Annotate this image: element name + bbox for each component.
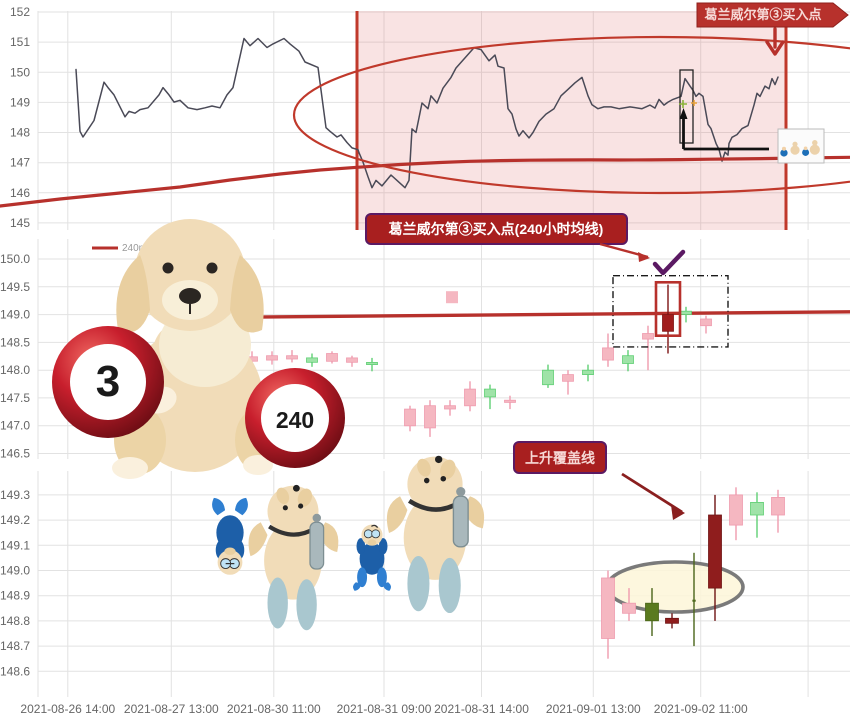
svg-text:2021-08-31 14:00: 2021-08-31 14:00 [434, 702, 529, 716]
svg-text:150.0: 150.0 [0, 252, 30, 266]
svg-text:148: 148 [10, 126, 30, 140]
svg-text:147.0: 147.0 [0, 419, 30, 433]
svg-text:151: 151 [10, 35, 30, 49]
svg-text:3: 3 [96, 357, 120, 406]
svg-text:148.9: 148.9 [0, 589, 30, 603]
svg-text:146.5: 146.5 [0, 447, 30, 461]
svg-text:2021-09-01 13:00: 2021-09-01 13:00 [546, 702, 641, 716]
svg-text:2021-08-31 09:00: 2021-08-31 09:00 [337, 702, 432, 716]
svg-text:葛兰威尔第③买入点: 葛兰威尔第③买入点 [703, 7, 821, 22]
svg-text:149.0: 149.0 [0, 564, 30, 578]
svg-text:148.0: 148.0 [0, 363, 30, 377]
svg-text:240: 240 [276, 407, 314, 433]
svg-text:152: 152 [10, 5, 30, 19]
svg-text:148.5: 148.5 [0, 335, 30, 349]
svg-text:147: 147 [10, 156, 30, 170]
svg-text:149.1: 149.1 [0, 538, 30, 552]
svg-text:149.2: 149.2 [0, 513, 30, 527]
svg-text:149: 149 [10, 95, 30, 109]
svg-text:葛兰威尔第③买入点(240小时均线): 葛兰威尔第③买入点(240小时均线) [388, 221, 604, 237]
svg-text:148.6: 148.6 [0, 664, 30, 678]
svg-text:147.5: 147.5 [0, 391, 30, 405]
svg-text:2021-08-27 13:00: 2021-08-27 13:00 [124, 702, 219, 716]
svg-text:150: 150 [10, 65, 30, 79]
svg-text:2021-09-02 11:00: 2021-09-02 11:00 [654, 702, 748, 716]
svg-text:148.8: 148.8 [0, 614, 30, 628]
svg-text:上升覆盖线: 上升覆盖线 [525, 450, 595, 466]
svg-text:145: 145 [10, 216, 30, 230]
svg-text:2021-08-30 11:00: 2021-08-30 11:00 [227, 702, 321, 716]
svg-text:149.0: 149.0 [0, 308, 30, 322]
svg-text:149.3: 149.3 [0, 488, 30, 502]
svg-text:146: 146 [10, 186, 30, 200]
svg-text:2021-08-26 14:00: 2021-08-26 14:00 [20, 702, 115, 716]
svg-text:148.7: 148.7 [0, 639, 30, 653]
svg-text:149.5: 149.5 [0, 280, 30, 294]
